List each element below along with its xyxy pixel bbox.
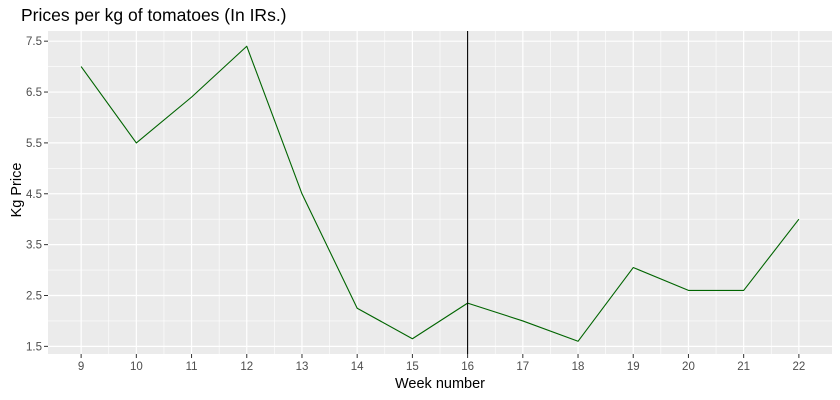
y-tick-label: 7.5	[26, 36, 42, 48]
x-tick-label: 17	[516, 361, 529, 373]
x-tick-label: 22	[792, 361, 805, 373]
x-tick-label: 9	[78, 361, 84, 373]
y-tick-label: 4.5	[26, 189, 42, 201]
y-tick-label: 2.5	[26, 291, 42, 303]
x-tick-label: 15	[406, 361, 419, 373]
x-tick-label: 13	[296, 361, 309, 373]
y-tick-label: 1.5	[26, 341, 42, 353]
y-tick-label: 6.5	[26, 87, 42, 99]
chart-title: Prices per kg of tomatoes (In IRs.)	[21, 5, 287, 25]
x-tick-label: 14	[351, 361, 364, 373]
x-tick-label: 18	[572, 361, 585, 373]
x-tick-label: 21	[737, 361, 750, 373]
x-tick-label: 16	[461, 361, 474, 373]
x-tick-label: 12	[240, 361, 253, 373]
x-tick-label: 11	[186, 361, 198, 373]
price-series-line	[80, 45, 800, 342]
x-tick-label: 20	[682, 361, 695, 373]
x-axis-label: Week number	[395, 376, 485, 392]
y-tick-label: 3.5	[26, 240, 42, 252]
x-tick-label: 19	[627, 361, 640, 373]
y-tick-label: 5.5	[26, 138, 42, 150]
x-tick-label: 10	[130, 361, 143, 373]
